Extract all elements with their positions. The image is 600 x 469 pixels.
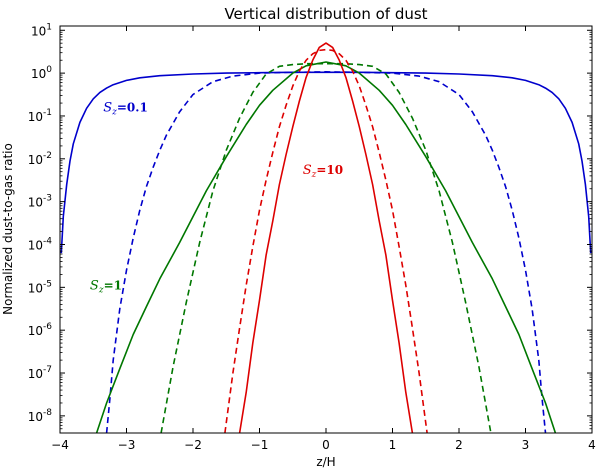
x-tick-label: −1 <box>251 438 269 452</box>
x-axis: −4 −3 −2 −1 0 1 2 3 4 <box>51 26 596 452</box>
x-tick-label: 4 <box>588 438 596 452</box>
annotation-label-2: Sz=1 <box>90 278 122 295</box>
series-line-2-solid <box>95 61 557 433</box>
series-line-5-dashed <box>224 48 428 433</box>
x-tick-label: 1 <box>389 438 397 452</box>
x-tick-label: 0 <box>322 438 330 452</box>
chart-title: Vertical distribution of dust <box>224 5 427 23</box>
y-tick-label: 10-5 <box>28 279 52 295</box>
y-tick-label: 10-8 <box>28 408 53 424</box>
y-tick-label: 10-2 <box>28 151 52 167</box>
y-tick-label: 10-1 <box>28 108 52 124</box>
annotation-label-0: Sz=0.1 <box>103 101 148 118</box>
y-tick-label: 10-7 <box>28 365 52 381</box>
x-tick-label: 3 <box>522 438 530 452</box>
y-tick-label: 100 <box>31 65 52 81</box>
x-axis-label: z/H <box>316 455 335 469</box>
y-tick-label: 10-4 <box>28 236 53 252</box>
y-tick-label: 101 <box>31 22 52 38</box>
y-tick-label: 10-3 <box>28 194 52 210</box>
x-tick-label: 2 <box>455 438 463 452</box>
x-tick-label: −4 <box>51 438 69 452</box>
y-tick-label: 10-6 <box>28 322 53 338</box>
x-tick-label: −2 <box>184 438 202 452</box>
y-axis-label: Normalized dust-to-gas ratio <box>1 143 15 315</box>
annotation-label-1: Sz=10 <box>303 163 343 180</box>
series-line-4-solid <box>238 42 414 433</box>
y-axis: 10-8 10-7 10-6 10-5 10-4 10-3 10-2 10-1 100 101 <box>28 22 592 434</box>
x-tick-label: −3 <box>118 438 136 452</box>
series-line-3-dashed <box>160 62 492 433</box>
plot-frame <box>59 25 593 434</box>
plot-lines <box>60 42 592 433</box>
series-line-1-dashed <box>105 71 547 433</box>
annotations: Sz=0.1 Sz=10 Sz=1 <box>90 101 343 296</box>
